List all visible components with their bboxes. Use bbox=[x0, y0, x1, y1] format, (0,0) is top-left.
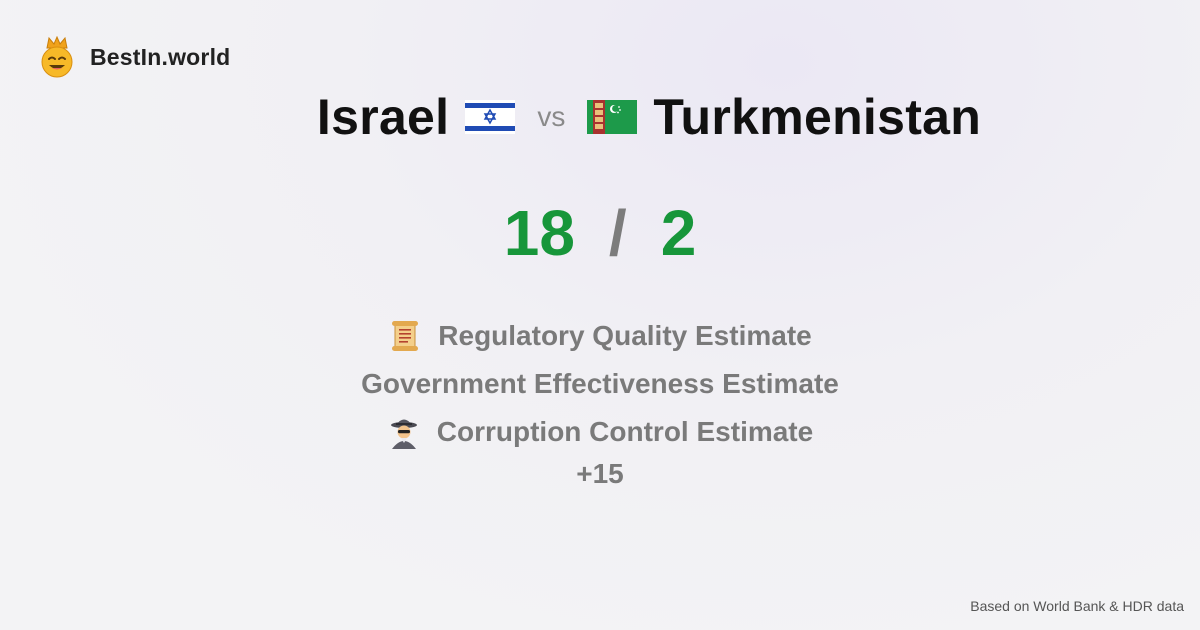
metrics-list: Regulatory Quality Estimate Government E… bbox=[0, 312, 1200, 490]
comparison-title: Israel vs Turkmenistan bbox=[0, 88, 1200, 146]
israel-flag-icon bbox=[465, 100, 516, 134]
crowned-smiley-icon bbox=[41, 36, 73, 78]
metric-label: Corruption Control Estimate bbox=[436, 416, 814, 447]
score-summary: 18 / 2 bbox=[0, 196, 1200, 270]
data-source-note: Based on World Bank & HDR data bbox=[970, 598, 1184, 614]
metric-corruption-control: Corruption Control Estimate bbox=[0, 408, 1200, 456]
brand-name: BestIn.world bbox=[90, 43, 231, 70]
more-metrics-count[interactable]: +15 bbox=[576, 458, 624, 489]
detective-icon bbox=[390, 419, 417, 449]
turkmenistan-flag-icon bbox=[587, 100, 638, 134]
scroll-icon bbox=[392, 321, 419, 351]
brand[interactable]: BestIn.world bbox=[38, 36, 230, 78]
vs-label: vs bbox=[537, 101, 566, 132]
score-left: 18 bbox=[503, 197, 575, 269]
country-right-name[interactable]: Turkmenistan bbox=[653, 89, 982, 145]
score-right: 2 bbox=[660, 197, 697, 269]
metric-label: Government Effectiveness Estimate bbox=[361, 368, 839, 399]
score-separator: / bbox=[608, 197, 627, 269]
metric-government-effectiveness: Government Effectiveness Estimate bbox=[0, 360, 1200, 408]
metric-label: Regulatory Quality Estimate bbox=[438, 320, 812, 351]
metric-regulatory-quality: Regulatory Quality Estimate bbox=[0, 312, 1200, 360]
country-left-name[interactable]: Israel bbox=[316, 89, 450, 145]
